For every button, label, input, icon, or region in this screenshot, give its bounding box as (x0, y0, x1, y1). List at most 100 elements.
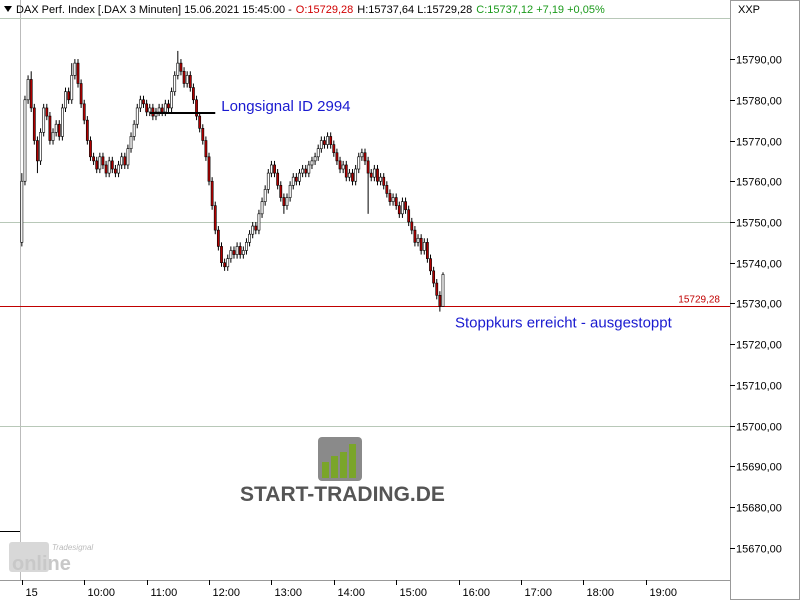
candle-body (416, 237, 420, 243)
candle-body (326, 136, 329, 145)
candle-body (132, 123, 136, 137)
candle-body (32, 107, 36, 141)
x-tick-label: 10:00 (88, 587, 116, 599)
x-tick-label: 12:00 (213, 587, 241, 599)
candle-body (426, 242, 429, 259)
candle-body (388, 193, 392, 202)
candle-body (129, 136, 133, 149)
candle-body (273, 164, 276, 174)
candle-body (110, 160, 114, 170)
candle-body (145, 103, 149, 113)
candle-body (245, 242, 248, 251)
candle-body (126, 148, 130, 166)
candle-body (179, 62, 183, 72)
candle-body (204, 140, 208, 158)
candle-body (279, 185, 283, 198)
candle-body (238, 246, 242, 255)
candle-body (316, 148, 320, 158)
candle-body (419, 237, 423, 251)
candle-body (114, 168, 117, 174)
candle-body (70, 75, 74, 101)
y-tick-label: 15670,00 (736, 544, 782, 556)
candle-body (360, 152, 364, 158)
candle-body (407, 209, 411, 223)
candle-body (432, 270, 436, 284)
x-tick-label: 18:00 (587, 587, 615, 599)
candle-body (120, 156, 124, 166)
header: DAX Perf. Index [.DAX 3 Minuten] 15.06.2… (16, 4, 605, 16)
candle-body (382, 176, 386, 186)
candle-body (92, 156, 95, 162)
y-tick-label: 15690,00 (736, 462, 782, 474)
candle-body (85, 119, 89, 141)
candle-body (76, 62, 80, 84)
candle-body (135, 107, 139, 125)
candle-body (298, 172, 301, 182)
x-tick-label: 16:00 (463, 587, 491, 599)
candle-body (95, 160, 99, 170)
candle-body (435, 282, 439, 296)
candle-body (323, 140, 326, 145)
candle-body (45, 107, 49, 117)
candle-body (142, 99, 145, 105)
y-axis-panel (730, 0, 800, 600)
candle-body (304, 168, 308, 174)
candle-body (107, 160, 111, 174)
candle-body (198, 115, 202, 129)
brand-box (9, 542, 49, 572)
candle-body (138, 99, 142, 109)
candle-body (192, 87, 195, 101)
candle-body (201, 128, 205, 141)
candle-body (210, 180, 214, 206)
candle-body (363, 152, 367, 162)
candle-body (438, 294, 442, 307)
candle-body (229, 250, 233, 259)
candle-body (372, 168, 376, 178)
logo-icon (318, 437, 362, 481)
y-tick-label: 15770,00 (736, 137, 782, 149)
candle-body (157, 107, 161, 113)
candle-body (313, 156, 317, 162)
logo-bar (349, 444, 356, 478)
candle-body (48, 115, 52, 141)
candle-body (20, 180, 24, 243)
y-tick-label: 15760,00 (736, 177, 782, 189)
x-tick-label: 14:00 (338, 587, 366, 599)
candle-body (351, 172, 354, 182)
candle-body (301, 168, 304, 174)
candle-body (67, 91, 71, 101)
x-tick-label: 13:00 (275, 587, 303, 599)
signal-label: Longsignal ID 2994 (221, 98, 350, 115)
candle-body (151, 107, 155, 117)
candle-body (226, 258, 230, 268)
candle-body (188, 75, 192, 88)
candle-body (154, 111, 158, 117)
candle-body (294, 176, 298, 182)
candle-body (335, 152, 339, 162)
header-part: O:15729,28 (296, 4, 354, 16)
candle-body (57, 123, 61, 137)
candle-body (376, 168, 379, 182)
candle-body (366, 160, 370, 174)
y-tick-label: 15750,00 (736, 218, 782, 230)
y-tick-label: 15740,00 (736, 259, 782, 271)
candle-body (354, 168, 358, 182)
candle-body (329, 136, 333, 145)
axis-name: XXP (738, 4, 760, 16)
candle-body (182, 70, 186, 84)
candle-body (332, 144, 336, 154)
candle-body (82, 103, 86, 121)
y-tick-label: 15680,00 (736, 503, 782, 515)
candle-body (338, 160, 342, 170)
candle-body (348, 172, 351, 178)
candle-body (173, 75, 177, 92)
logo-bar (322, 462, 329, 478)
candle-body (257, 213, 261, 231)
y-tick-label: 15700,00 (736, 422, 782, 434)
candle-body (422, 242, 426, 251)
candle-body (319, 140, 323, 149)
candle-body (282, 197, 286, 206)
candle-body (291, 176, 295, 186)
